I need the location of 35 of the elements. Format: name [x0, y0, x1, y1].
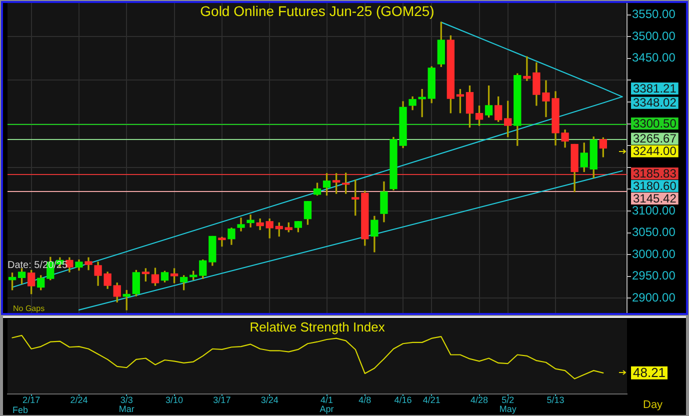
text: 48.21 [633, 364, 666, 380]
ref-line-label: 3145.42 [633, 191, 677, 206]
annotation: No Gaps [13, 304, 45, 313]
x-tick-label: 4/1 Apr [320, 394, 334, 414]
text: 3244.00 [633, 144, 677, 158]
x-tick-label: 3/10 [166, 394, 184, 405]
x-tick-label: 4/16 [394, 394, 412, 405]
y-tick-label: 3100.00 [632, 203, 676, 218]
text: 3381.21 [633, 81, 677, 96]
y-tick-label: 3050.00 [632, 225, 676, 240]
x-tick-label: 4/8 [358, 394, 372, 405]
x-tick-label: 2/24 [70, 394, 88, 405]
x-tick-label: 5/13 [546, 394, 564, 405]
x-tick-label: 2/17 [22, 394, 40, 405]
text: 3348.02 [633, 96, 677, 110]
x-tick-label: 4/21 [422, 394, 440, 405]
x-tick-label: 5/2 May [499, 394, 517, 414]
ref-line-label: 3300.50 [633, 116, 677, 130]
x-axis-title: Day [643, 399, 664, 412]
text: 3180.60 [633, 178, 677, 193]
y-tick-label: 2900.00 [632, 290, 676, 304]
ref-line-label: 3265.67 [633, 132, 677, 146]
y-tick-label: 3550.00 [632, 7, 676, 22]
y-tick-label: 3450.00 [632, 50, 676, 65]
y-tick-label: 3500.00 [632, 28, 676, 43]
x-tick-label: 3/24 [260, 394, 278, 405]
y-tick-label: 2950.00 [632, 268, 676, 283]
y-tick-label: 3000.00 [632, 246, 676, 261]
x-tick-label: 3/17 [213, 394, 231, 405]
chart-title: Relative Strength Index [250, 320, 386, 335]
text: Feb [12, 405, 28, 415]
chart-title: Gold Online Futures Jun-25 (GOM25) [200, 2, 434, 19]
x-tick-label: 4/28 [470, 394, 488, 405]
ref-line-label: 3185.83 [633, 166, 677, 180]
x-tick-label: 3/3 Mar [118, 394, 134, 414]
